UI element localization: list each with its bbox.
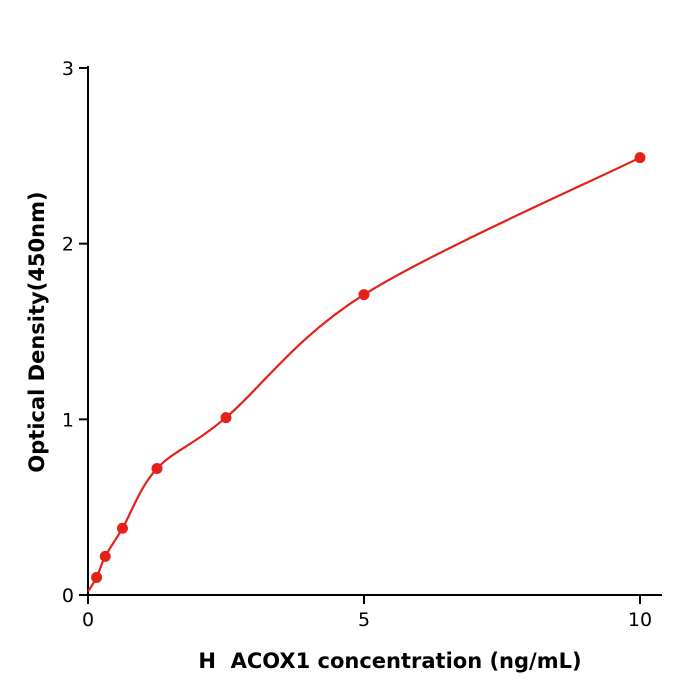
x-tick-label: 5	[358, 609, 370, 631]
data-point	[151, 463, 163, 475]
data-point	[358, 289, 370, 301]
data-series	[87, 152, 646, 593]
x-tick-label: 0	[82, 609, 94, 631]
data-point	[91, 571, 103, 583]
y-tick-label: 0	[62, 585, 74, 607]
y-tick-label: 2	[62, 234, 74, 256]
axes: 0 5 10 0 1 2 3	[62, 58, 662, 631]
data-point	[117, 522, 128, 534]
data-point	[99, 550, 111, 562]
x-axis-label: H ACOX1 concentration (ng/mL)	[198, 649, 581, 673]
data-point	[220, 412, 232, 424]
fit-curve	[87, 156, 641, 593]
data-point	[634, 152, 646, 164]
x-tick-label: 10	[628, 609, 652, 631]
y-axis-label: Optical Density(450nm)	[25, 191, 49, 472]
y-tick-label: 1	[62, 409, 74, 431]
y-tick-label: 3	[62, 58, 74, 80]
